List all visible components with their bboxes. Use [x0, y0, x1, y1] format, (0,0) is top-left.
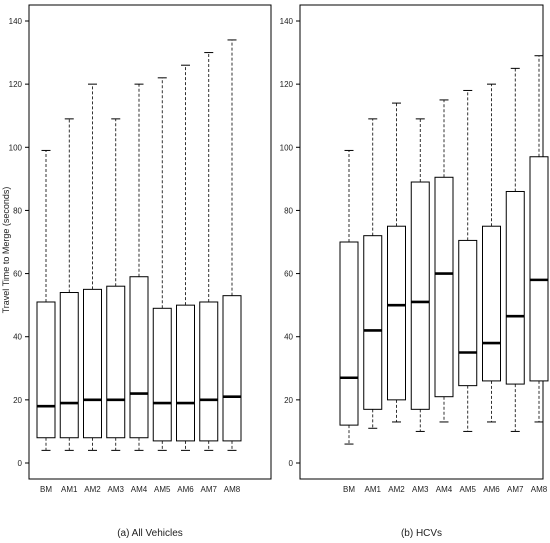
panel-hcvs: 0 20 40 60 80 100 120 140 BM AM1 AM2 AM3 AM4 AM5 AM6 AM… [280, 4, 549, 539]
iqr-box [339, 241, 359, 426]
x-tick-label: AM4 [131, 485, 148, 494]
panel-caption: (b) HCVs [401, 528, 442, 539]
x-tick-label: AM6 [177, 485, 194, 494]
box-am8 [222, 39, 242, 451]
iqr-box [152, 307, 172, 442]
x-tick-label: AM2 [84, 485, 101, 494]
iqr-box [36, 301, 56, 439]
y-tick-label: 140 [9, 17, 23, 26]
y-tick-label: 140 [280, 17, 294, 26]
box-am2 [387, 102, 406, 423]
iqr-box [505, 190, 525, 385]
y-tick-label: 60 [13, 270, 22, 279]
x-tick-label: AM3 [412, 485, 429, 494]
box-am3 [106, 118, 126, 451]
box-am8 [529, 55, 549, 423]
box-am7 [199, 52, 219, 451]
y-tick-label: 60 [284, 270, 293, 279]
x-tick-label: AM7 [507, 485, 524, 494]
x-tick-label: BM [40, 485, 52, 494]
box-am4 [434, 99, 454, 423]
box-bm [339, 149, 359, 445]
x-tick-label: AM1 [61, 485, 78, 494]
box-am1 [363, 118, 383, 429]
x-tick-label: AM5 [154, 485, 171, 494]
y-tick-label: 120 [9, 80, 23, 89]
iqr-box [458, 239, 478, 387]
y-tick-label: 40 [284, 333, 293, 342]
iqr-box [59, 292, 79, 439]
box-am4 [129, 83, 149, 451]
panel-all-vehicles: 0 20 40 60 80 100 120 140 BM AM1 AM2 AM3 AM4 AM5 AM6 AM… [9, 4, 272, 539]
y-tick-label: 20 [13, 396, 22, 405]
iqr-box [176, 304, 195, 442]
iqr-box [222, 295, 242, 442]
iqr-box [106, 285, 126, 439]
y-axis-label: Travel Time to Merge (seconds) [1, 187, 11, 314]
x-tick-label: AM6 [483, 485, 500, 494]
iqr-box [83, 288, 102, 439]
x-tick-label: AM2 [388, 485, 405, 494]
iqr-box [434, 176, 454, 398]
y-tick-label: 80 [284, 206, 293, 215]
x-tick-label: AM5 [460, 485, 477, 494]
y-tick-label: 0 [289, 459, 294, 468]
y-tick-label: 80 [13, 206, 22, 215]
y-tick-label: 40 [13, 333, 22, 342]
plot-frame [28, 4, 272, 480]
box-am1 [59, 118, 79, 451]
iqr-box [387, 225, 406, 401]
box-am6 [176, 64, 195, 451]
x-tick-label: AM8 [531, 485, 548, 494]
y-tick-label: 100 [280, 143, 294, 152]
panel-caption: (a) All Vehicles [117, 528, 183, 539]
x-tick-label: AM7 [201, 485, 218, 494]
x-tick-label: BM [343, 485, 355, 494]
x-tick-label: AM1 [365, 485, 382, 494]
y-tick-label: 120 [280, 80, 294, 89]
iqr-box [482, 225, 501, 382]
box-am3 [410, 118, 430, 432]
box-am7 [505, 67, 525, 432]
iqr-box [410, 181, 430, 410]
iqr-box [529, 156, 549, 382]
y-tick-label: 0 [18, 459, 23, 468]
y-tick-label: 20 [284, 396, 293, 405]
y-tick-label: 100 [9, 143, 23, 152]
box-am5 [152, 77, 172, 451]
box-am2 [83, 83, 102, 451]
box-bm [36, 149, 56, 451]
x-tick-label: AM3 [108, 485, 125, 494]
box-am6 [482, 83, 501, 423]
iqr-box [199, 301, 219, 442]
iqr-box [129, 276, 149, 439]
x-tick-label: AM4 [436, 485, 453, 494]
iqr-box [363, 235, 383, 410]
box-am5 [458, 89, 478, 432]
x-tick-label: AM8 [224, 485, 241, 494]
